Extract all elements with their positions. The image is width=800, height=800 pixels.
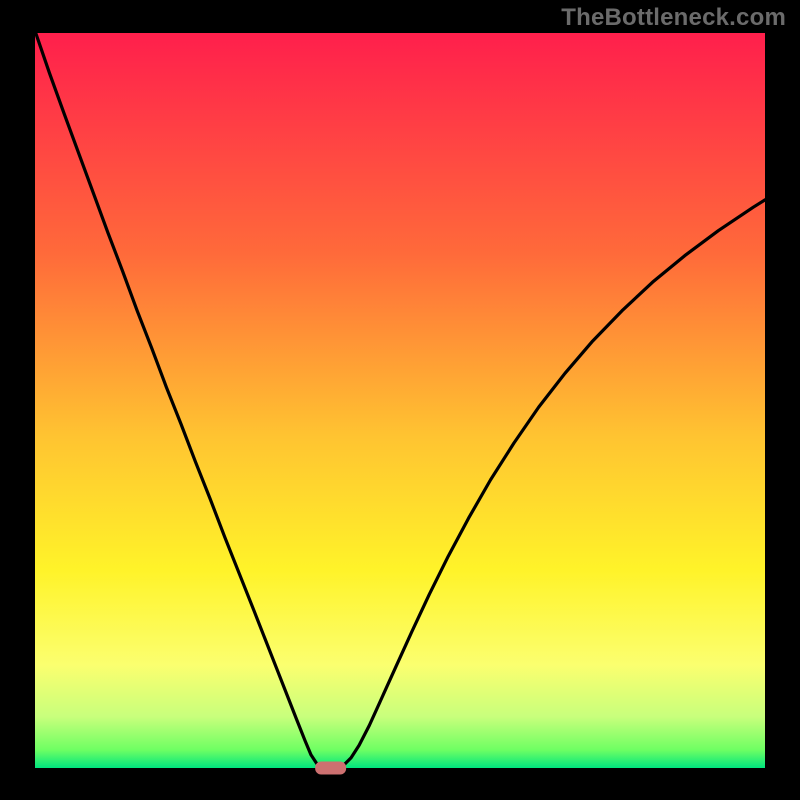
chart-svg — [0, 0, 800, 800]
chart-container: TheBottleneck.com — [0, 0, 800, 800]
bottleneck-chart — [0, 0, 800, 800]
watermark-text: TheBottleneck.com — [561, 4, 786, 32]
